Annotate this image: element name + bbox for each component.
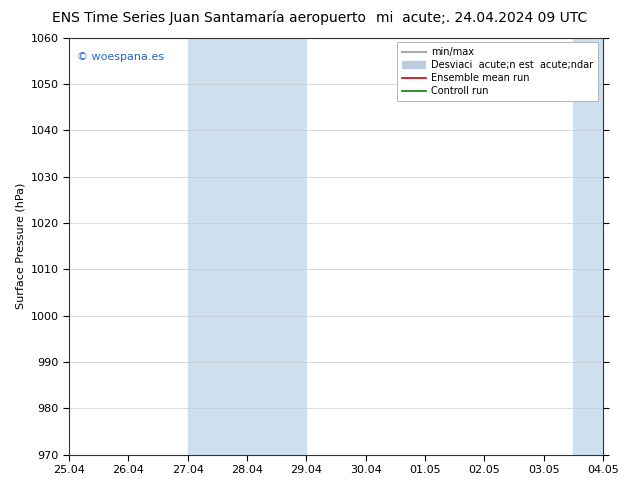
Bar bbox=[574, 38, 633, 455]
Bar bbox=[188, 38, 306, 455]
Legend: min/max, Desviaci  acute;n est  acute;ndar, Ensemble mean run, Controll run: min/max, Desviaci acute;n est acute;ndar… bbox=[398, 43, 598, 101]
Text: mi  acute;. 24.04.2024 09 UTC: mi acute;. 24.04.2024 09 UTC bbox=[376, 11, 588, 25]
Text: ENS Time Series Juan Santamaría aeropuerto: ENS Time Series Juan Santamaría aeropuer… bbox=[52, 11, 366, 25]
Y-axis label: Surface Pressure (hPa): Surface Pressure (hPa) bbox=[15, 183, 25, 309]
Text: © woespana.es: © woespana.es bbox=[77, 52, 164, 62]
